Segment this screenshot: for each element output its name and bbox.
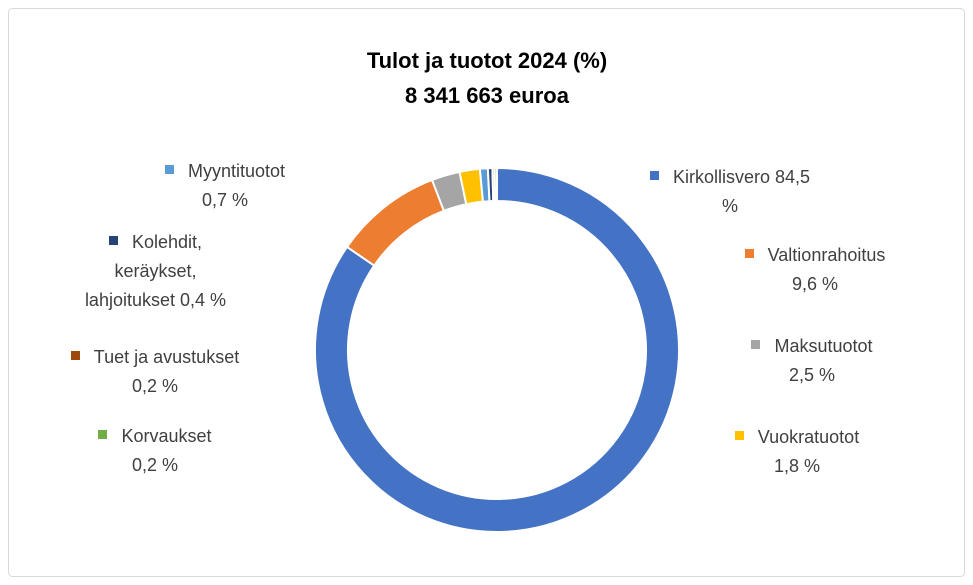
legend-marker (744, 249, 754, 258)
value-label: 2,5 % (788, 365, 836, 385)
legend-marker (734, 431, 744, 440)
data-label: Tuet ja avustukset 0,2 % (60, 343, 250, 401)
value-label: 0,2 % (131, 455, 179, 475)
category-label: Myyntituotot (187, 161, 286, 181)
category-label: Vuokratuotot (757, 427, 860, 447)
value-label: 0,7 % (201, 190, 249, 210)
data-label: Vuokratuotot 1,8 % (722, 423, 872, 481)
data-label: Kirkollisvero 84,5 % (645, 163, 815, 221)
chart-subtitle: 8 341 663 euroa (405, 83, 570, 108)
legend-marker (751, 340, 761, 349)
value-label: 9,6 % (791, 274, 839, 294)
data-label: Kolehdit, keräykset, lahjoitukset 0,4 % (68, 228, 243, 315)
value-label: 84,5 % (721, 167, 811, 216)
value-label: 1,8 % (773, 456, 821, 476)
category-label: Kirkollisvero (672, 167, 770, 187)
value-label: 0,4 % (180, 290, 227, 310)
category-label: Kolehdit, keräykset, lahjoitukset (84, 232, 203, 310)
chart-border (8, 8, 965, 577)
category-label: Maksutuotot (774, 336, 873, 356)
category-label: Korvaukset (121, 426, 212, 446)
category-label: Valtionrahoitus (767, 245, 886, 265)
data-label: Myyntituotot 0,7 % (150, 157, 300, 215)
legend-marker (649, 171, 659, 180)
chart-title: Tulot ja tuotot 2024 (%) (367, 48, 607, 73)
legend-marker (98, 430, 108, 439)
legend-marker (108, 236, 118, 245)
donut-slice (493, 166, 498, 203)
data-label: Korvaukset 0,2 % (85, 422, 225, 480)
data-label: Valtionrahoitus 9,6 % (730, 241, 900, 299)
legend-marker (164, 165, 174, 174)
category-label: Tuet ja avustukset (93, 347, 240, 367)
legend-marker (70, 351, 80, 360)
donut-slice (314, 166, 680, 533)
value-label: 0,2 % (131, 376, 179, 396)
data-label: Maksutuotot 2,5 % (737, 332, 887, 390)
